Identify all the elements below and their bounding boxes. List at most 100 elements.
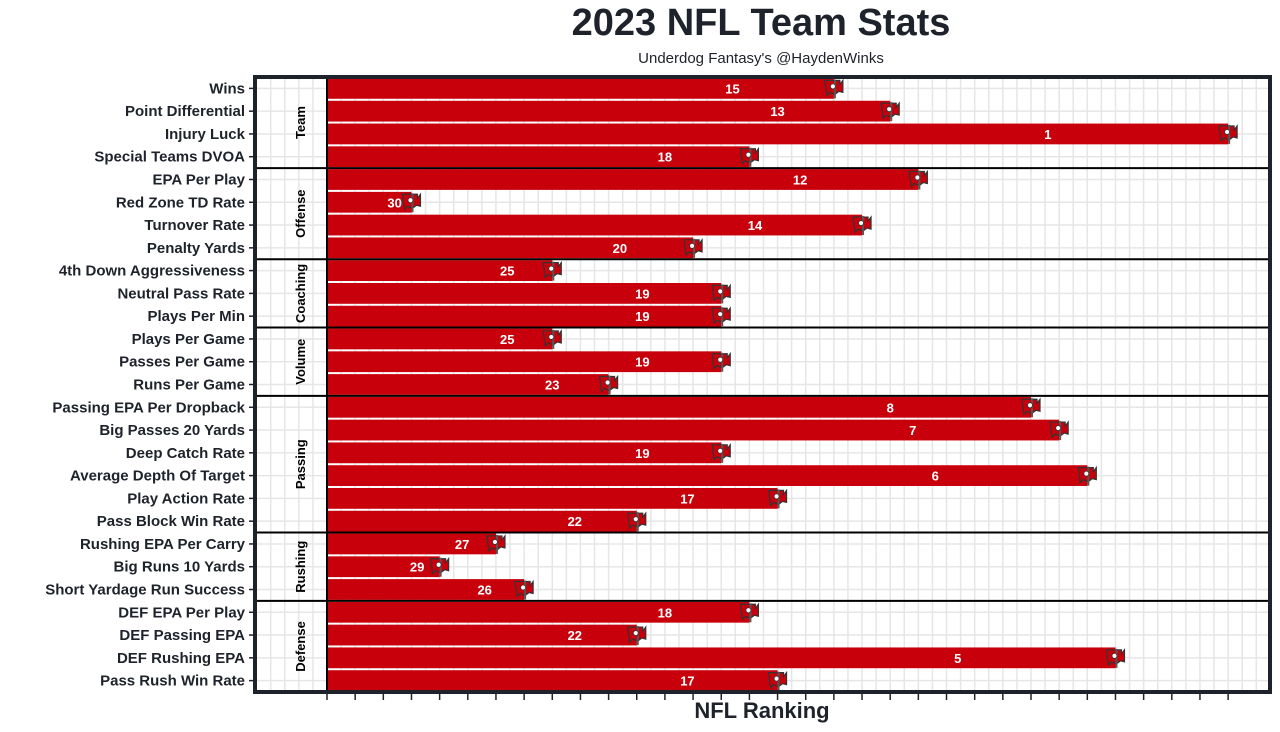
team-logo-icon: [711, 283, 731, 304]
bar: [327, 533, 496, 555]
team-logo-icon: [627, 511, 647, 532]
team-logo-icon: [767, 670, 788, 691]
y-tick-label: Average Depth Of Target: [70, 468, 245, 485]
bar-value-label: 22: [568, 628, 582, 643]
team-logo-icon: [711, 351, 731, 372]
bar: [327, 191, 412, 213]
bar: [327, 488, 778, 509]
bar-value-label: 18: [658, 605, 672, 620]
skull-icon: [407, 197, 414, 204]
skull-icon: [689, 242, 695, 249]
y-tick-label: 4th Down Aggressiveness: [59, 263, 245, 280]
bar-value-label: 22: [568, 514, 582, 529]
bar: [327, 647, 1116, 669]
y-tick-label: Injury Luck: [165, 126, 246, 143]
x-axis-label: NFL Ranking: [694, 698, 830, 723]
y-tick-label: Red Zone TD Rate: [116, 194, 245, 211]
y-tick-label: Pass Rush Win Rate: [100, 673, 245, 690]
bar-value-label: 20: [613, 241, 627, 256]
y-tick-label: EPA Per Play: [152, 172, 245, 189]
skull-icon: [829, 83, 836, 90]
skull-icon: [914, 174, 921, 181]
bar: [327, 283, 722, 304]
skull-icon: [773, 493, 780, 500]
bar: [327, 237, 694, 259]
bar: [327, 624, 637, 646]
team-logo-icon: [429, 556, 450, 577]
y-tick-label: Play Action Rate: [127, 490, 245, 507]
bar: [327, 260, 553, 281]
team-logo-icon: [401, 192, 422, 213]
team-logo-icon: [824, 78, 844, 99]
skull-icon: [632, 630, 639, 636]
bar: [327, 465, 1088, 486]
bar-value-label: 19: [635, 355, 649, 370]
skull-icon: [632, 516, 639, 523]
bar-value-label: 26: [477, 583, 491, 598]
skull-icon: [717, 447, 724, 454]
y-tick-label: DEF Passing EPA: [119, 627, 245, 644]
bar-value-label: 15: [725, 81, 739, 96]
bar-value-label: 25: [500, 264, 514, 279]
team-logo-icon: [514, 579, 534, 600]
facet-label: Team: [293, 106, 308, 139]
bar-value-label: 25: [500, 332, 514, 347]
bar: [327, 442, 722, 464]
bar-value-label: 12: [793, 173, 807, 188]
y-tick-label: Rushing EPA Per Carry: [80, 536, 246, 553]
bar-value-label: 17: [680, 491, 694, 506]
bar-value-label: 7: [909, 423, 916, 438]
y-tick-label: Runs Per Game: [133, 377, 245, 394]
bar-value-label: 19: [635, 309, 649, 324]
y-tick-label: Point Differential: [125, 103, 245, 120]
facet-label: Defense: [293, 621, 308, 672]
bar: [327, 601, 750, 623]
team-logo-icon: [739, 602, 760, 623]
skull-icon: [1224, 129, 1231, 135]
bar-value-label: 29: [410, 560, 424, 575]
skull-icon: [548, 265, 555, 272]
facet-label: Coaching: [293, 264, 308, 323]
y-tick-label: DEF EPA Per Play: [118, 604, 245, 621]
y-tick-label: Wins: [209, 80, 245, 97]
facet-label: Rushing: [293, 541, 308, 593]
bar: [327, 579, 525, 600]
bar: [327, 100, 891, 122]
team-logo-icon: [880, 101, 900, 122]
y-tick-label: DEF Rushing EPA: [117, 650, 245, 667]
bar: [327, 374, 609, 395]
team-logo-icon: [1077, 465, 1097, 486]
skull-icon: [717, 311, 724, 318]
team-logo-icon: [598, 374, 619, 395]
bar: [327, 510, 637, 532]
skull-icon: [492, 539, 498, 545]
y-tick-label: Plays Per Game: [132, 331, 245, 348]
bar: [327, 419, 1060, 441]
chart-subtitle: Underdog Fantasy's @HaydenWinks: [638, 50, 884, 67]
bar-value-label: 17: [680, 674, 694, 689]
team-logo-icon: [542, 329, 562, 349]
skull-icon: [1083, 470, 1090, 477]
team-logo-icon: [767, 488, 788, 509]
facet-label: Volume: [293, 339, 308, 385]
bar-value-label: 8: [887, 400, 894, 415]
plot-border: [253, 75, 1272, 694]
team-logo-icon: [1218, 124, 1238, 144]
y-tick-label: Penalty Yards: [147, 240, 245, 257]
y-tick-label: Passes Per Game: [119, 354, 245, 371]
skull-icon: [858, 220, 864, 226]
skull-icon: [1111, 652, 1118, 659]
bar: [327, 169, 919, 190]
y-tick-label: Turnover Rate: [144, 217, 245, 234]
bar: [327, 670, 778, 691]
bar: [327, 305, 722, 327]
y-tick-label: Special Teams DVOA: [94, 149, 245, 166]
bar-value-label: 13: [770, 104, 784, 119]
bar-value-label: 30: [387, 195, 401, 210]
team-logo-icon: [1021, 397, 1041, 418]
team-logo-icon: [908, 169, 928, 190]
bar: [327, 146, 750, 168]
bar-value-label: 19: [635, 446, 649, 461]
bar-value-label: 5: [954, 651, 961, 666]
